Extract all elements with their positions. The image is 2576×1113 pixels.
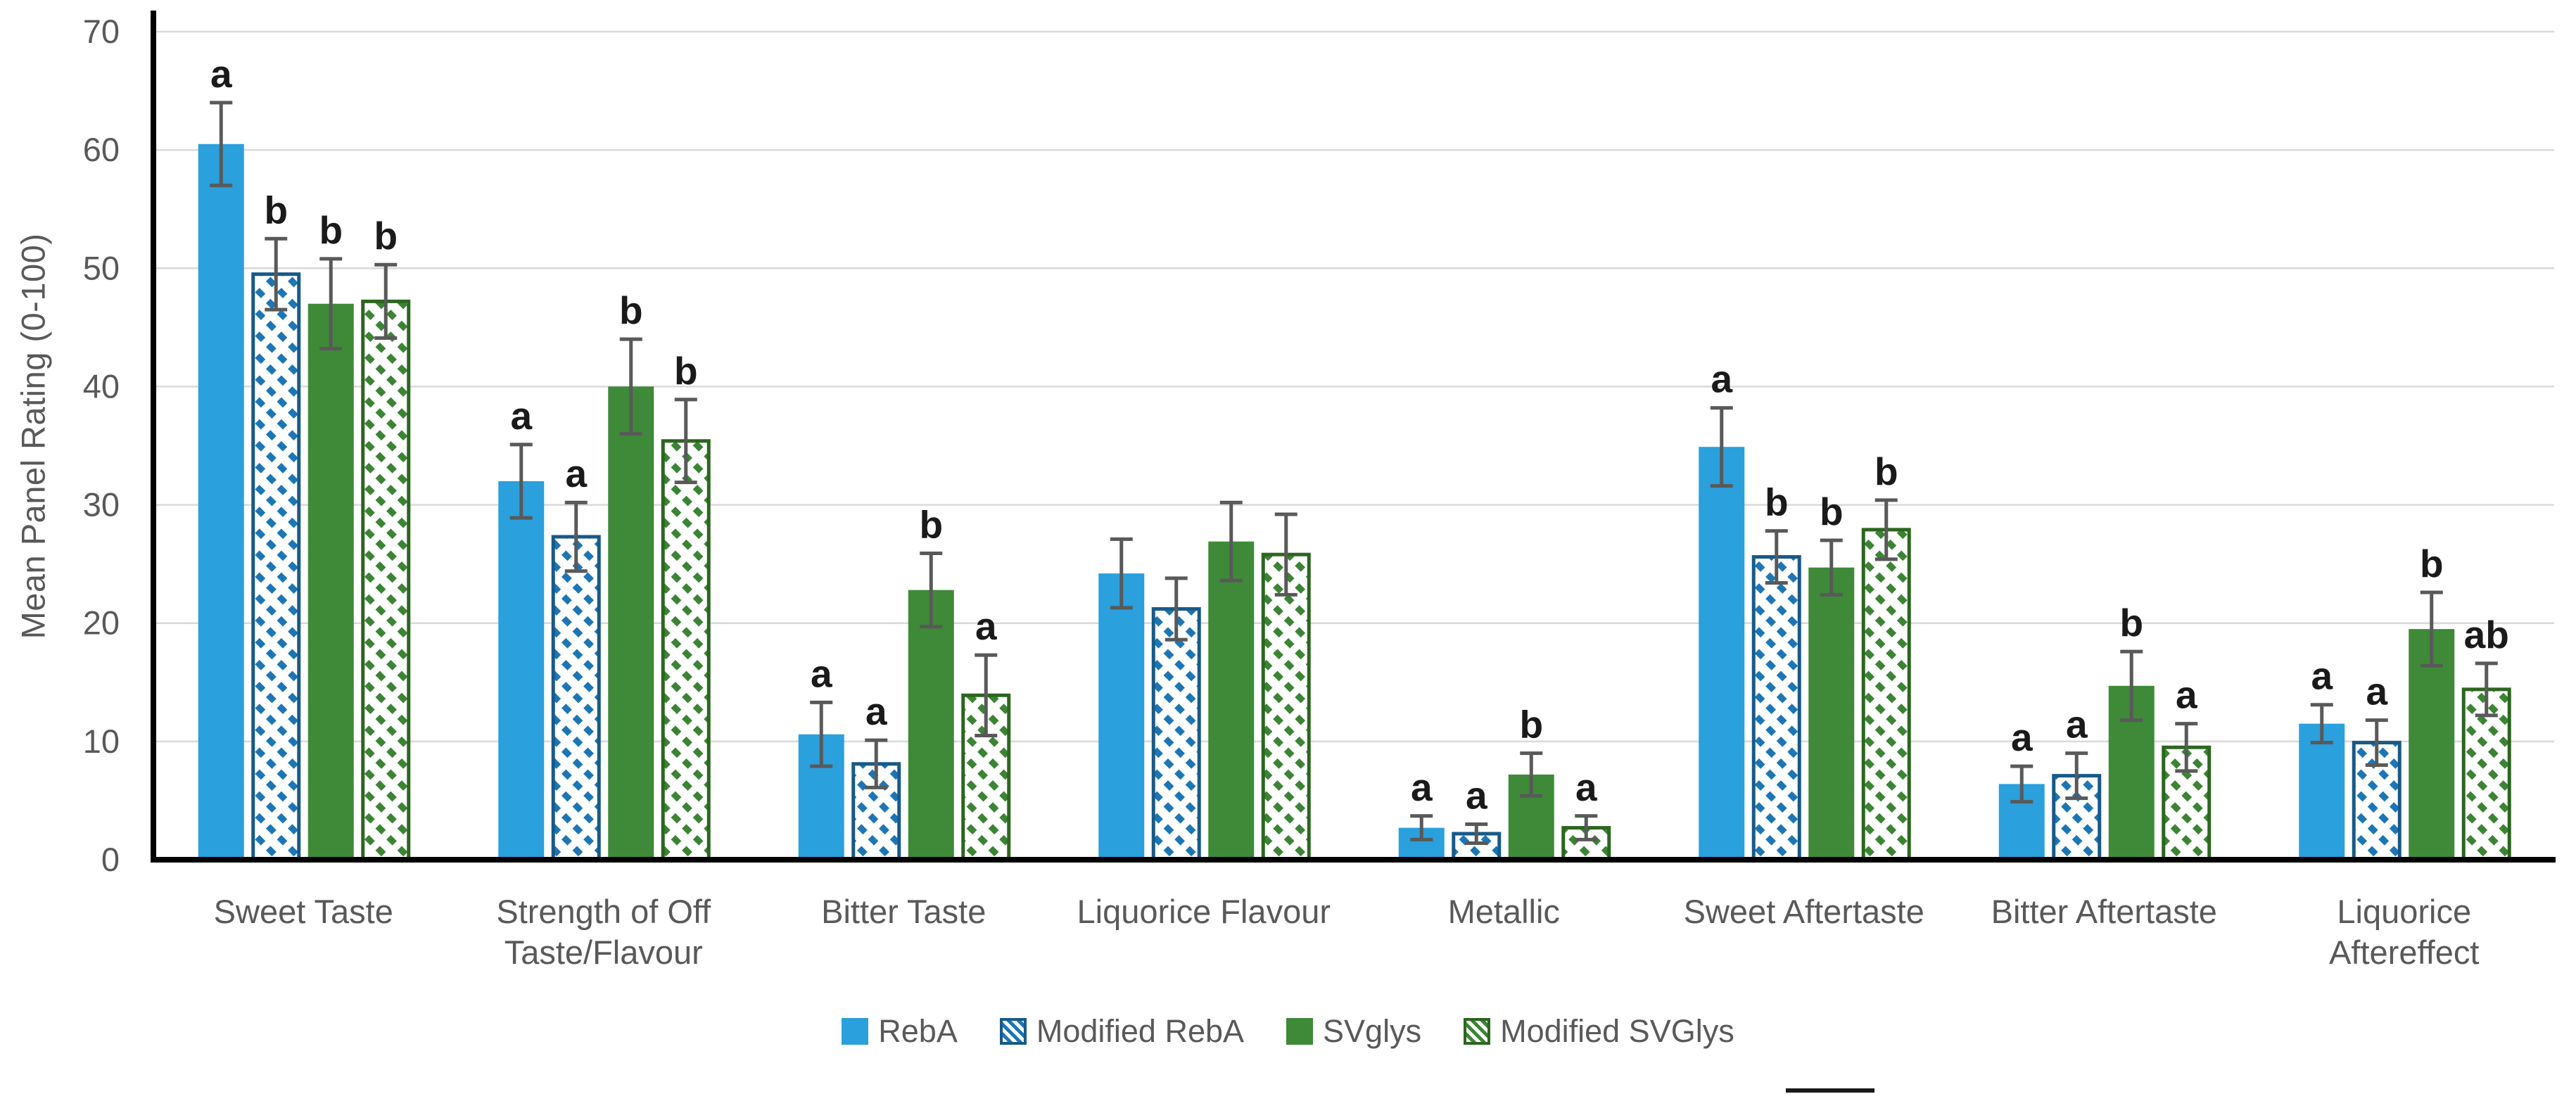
- bar: [551, 535, 601, 862]
- category-label: Sweet Taste: [214, 893, 393, 930]
- legend-underline-mark: [1786, 1088, 1874, 1093]
- significance-letter: b: [1820, 490, 1844, 533]
- significance-letter: a: [2366, 670, 2387, 713]
- category-label: Metallic: [1448, 893, 1560, 930]
- bar: [851, 762, 901, 862]
- significance-letter: a: [210, 52, 232, 96]
- legend: RebA Modified RebA SVglys Modified SVGlys: [0, 1013, 2576, 1050]
- bar: [1261, 552, 1311, 862]
- bar: [1208, 541, 1255, 860]
- significance-letter: a: [1711, 357, 1732, 401]
- legend-label: Modified SVGlys: [1500, 1013, 1734, 1049]
- significance-letter: a: [1466, 774, 1487, 818]
- significance-letter: a: [2311, 654, 2333, 698]
- significance-letter: a: [865, 689, 887, 733]
- significance-letter: b: [264, 188, 288, 231]
- bar: [498, 481, 545, 860]
- bar: [1861, 528, 1911, 862]
- significance-letter: b: [1765, 481, 1789, 524]
- category-label: Taste/Flavour: [505, 934, 703, 971]
- significance-letter: b: [674, 349, 698, 393]
- significance-letter: a: [565, 452, 587, 495]
- bar: [251, 272, 301, 862]
- legend-swatch: [1286, 1018, 1314, 1045]
- y-tick-label: 30: [83, 486, 120, 523]
- y-tick-label: 50: [83, 249, 120, 286]
- category-label: Sweet Aftertaste: [1684, 893, 1924, 930]
- bar: [198, 144, 244, 860]
- significance-letter: a: [1575, 765, 1597, 809]
- category-label: Strength of Off: [496, 893, 711, 930]
- y-tick-label: 70: [83, 13, 120, 50]
- legend-item: Modified RebA: [999, 1013, 1245, 1050]
- significance-letter: a: [975, 604, 997, 648]
- legend-swatch: [842, 1018, 869, 1045]
- significance-letter: b: [619, 288, 643, 332]
- y-tick-label: 20: [83, 604, 120, 642]
- legend-item: Modified SVGlys: [1464, 1013, 1734, 1050]
- bar: [1808, 567, 1855, 860]
- bar: [361, 299, 411, 862]
- bar: [1699, 447, 1745, 860]
- bar: [661, 439, 711, 862]
- significance-letter: b: [2420, 542, 2444, 585]
- y-tick-label: 60: [83, 131, 120, 168]
- legend-label: Modified RebA: [1036, 1013, 1245, 1049]
- significance-letter: b: [374, 214, 398, 257]
- bar: [1751, 555, 1801, 862]
- y-axis-title: Mean Panel Rating (0-100): [14, 233, 52, 640]
- significance-letter: ab: [2464, 613, 2509, 656]
- significance-letter: a: [2176, 673, 2197, 717]
- legend-item: SVglys: [1286, 1013, 1421, 1050]
- legend-swatch: [1464, 1018, 1491, 1045]
- significance-letter: a: [2066, 703, 2088, 746]
- legend-item: RebA: [842, 1013, 958, 1050]
- significance-letter: a: [2011, 716, 2033, 759]
- category-label: Aftereffect: [2329, 934, 2479, 971]
- significance-letter: b: [1519, 703, 1543, 746]
- y-tick-label: 40: [83, 367, 120, 405]
- bar: [608, 386, 654, 860]
- legend-swatch: [999, 1018, 1027, 1045]
- bar: [307, 303, 354, 860]
- y-tick-label: 10: [83, 723, 120, 760]
- significance-letter: b: [919, 503, 943, 547]
- bar: [1098, 573, 1145, 860]
- legend-label: SVglys: [1323, 1013, 1422, 1049]
- significance-letter: b: [1874, 450, 1898, 493]
- bar: [2299, 723, 2345, 860]
- y-tick-label: 0: [101, 841, 120, 878]
- bar: [908, 590, 954, 860]
- category-label: Bitter Aftertaste: [1991, 893, 2217, 930]
- category-label: Bitter Taste: [821, 893, 986, 930]
- significance-letter: b: [319, 208, 343, 252]
- significance-letter: a: [811, 651, 832, 695]
- significance-letter: b: [2119, 601, 2143, 644]
- bar: [2409, 629, 2455, 860]
- bar: [2461, 687, 2511, 862]
- category-label: Liquorice: [2337, 893, 2471, 930]
- legend-label: RebA: [878, 1013, 958, 1049]
- bar: [1151, 607, 1201, 862]
- significance-letter: a: [1411, 765, 1433, 809]
- significance-letter: a: [510, 394, 532, 438]
- category-label: Liquorice Flavour: [1077, 893, 1331, 930]
